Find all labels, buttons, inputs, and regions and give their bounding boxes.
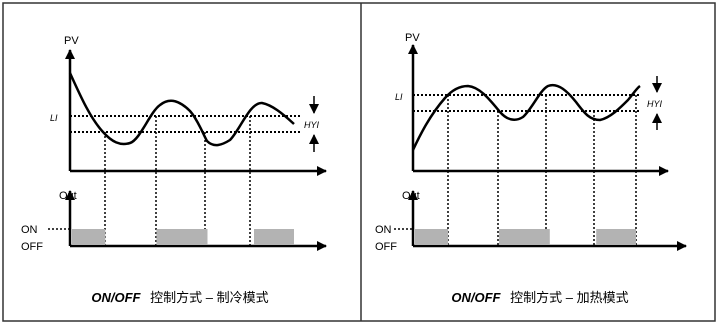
out-axis-label: Out xyxy=(402,190,420,202)
caption-text: 控制方式 – 制冷模式 xyxy=(150,290,268,305)
on-segment-3 xyxy=(254,229,294,245)
on-segment-2 xyxy=(156,229,208,245)
on-segment-1 xyxy=(72,229,106,245)
caption: ON/OFF 控制方式 – 加热模式 xyxy=(451,290,628,305)
caption-mode: ON/OFF xyxy=(91,290,141,305)
caption-mode: ON/OFF xyxy=(451,290,501,305)
caption: ON/OFF 控制方式 – 制冷模式 xyxy=(91,290,268,305)
on-segments xyxy=(415,229,636,245)
on-segment-3 xyxy=(596,229,636,245)
off-label: OFF xyxy=(375,241,397,253)
off-label: OFF xyxy=(21,241,43,253)
hysteresis-label: HYI xyxy=(647,99,663,109)
pv-curve xyxy=(68,72,295,147)
on-label: ON xyxy=(375,224,392,236)
on-segment-2 xyxy=(499,229,550,245)
setpoint-label: LI xyxy=(50,113,58,123)
on-label: ON xyxy=(21,224,38,236)
out-axis-label: Out xyxy=(59,190,77,202)
pv-curve xyxy=(411,83,641,151)
on-segments xyxy=(72,229,294,245)
setpoint-label: LI xyxy=(395,92,403,102)
pv-axis-label: PV xyxy=(64,35,79,47)
panel-cooling: PV LI HYI Out ON OFF ON/OFF 控制方式 – 制冷模式 xyxy=(21,35,327,305)
hysteresis-label: HYI xyxy=(304,120,320,130)
on-segment-1 xyxy=(415,229,449,245)
pv-axis-label: PV xyxy=(405,32,420,44)
caption-text: 控制方式 – 加热模式 xyxy=(510,290,628,305)
panel-heating: PV LI HYI Out ON OFF ON/OFF 控制方式 – 加热模式 xyxy=(375,32,687,305)
